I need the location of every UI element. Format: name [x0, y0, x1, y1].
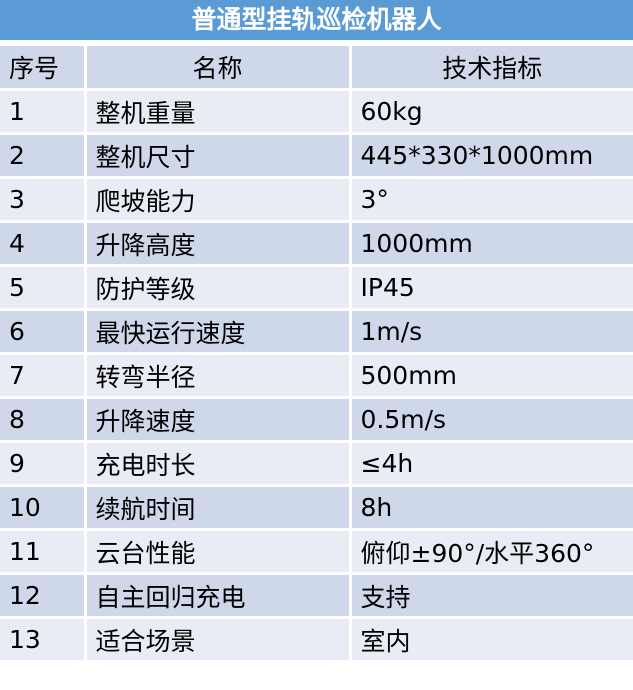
- row-name: 爬坡能力: [83, 176, 352, 223]
- row-index: 5: [0, 264, 87, 311]
- row-name: 升降速度: [83, 396, 352, 443]
- table-row: 3 爬坡能力 3°: [0, 176, 633, 223]
- table-row: 9 充电时长 ≤4h: [0, 440, 633, 487]
- table-row: 2 整机尺寸 445*330*1000mm: [0, 132, 633, 179]
- row-index: 11: [0, 528, 87, 575]
- spec-table: 序号 名称 技术指标 1 整机重量 60kg 2 整机尺寸 445*330*1000mm 3…: [0, 43, 633, 663]
- header-index: 序号: [0, 43, 87, 91]
- table-row: 7 转弯半径 500mm: [0, 352, 633, 399]
- table-row: 6 最快运行速度 1m/s: [0, 308, 633, 355]
- row-index: 12: [0, 572, 87, 619]
- header-name: 名称: [83, 43, 352, 91]
- row-index: 4: [0, 220, 87, 267]
- row-name: 整机重量: [83, 88, 352, 135]
- row-name: 升降高度: [83, 220, 352, 267]
- row-index: 7: [0, 352, 87, 399]
- row-value: 60kg: [348, 88, 633, 135]
- row-name: 防护等级: [83, 264, 352, 311]
- row-value: IP45: [348, 264, 633, 311]
- row-value: 室内: [348, 616, 633, 663]
- table-row: 10 续航时间 8h: [0, 484, 633, 531]
- row-index: 2: [0, 132, 87, 179]
- row-name: 云台性能: [83, 528, 352, 575]
- row-value: 8h: [348, 484, 633, 531]
- table-row: 11 云台性能 俯仰±90°/水平360°: [0, 528, 633, 575]
- table-row: 5 防护等级 IP45: [0, 264, 633, 311]
- row-index: 13: [0, 616, 87, 663]
- row-name: 转弯半径: [83, 352, 352, 399]
- row-value: 1000mm: [348, 220, 633, 267]
- table-row: 4 升降高度 1000mm: [0, 220, 633, 267]
- table-row: 1 整机重量 60kg: [0, 88, 633, 135]
- table-row: 12 自主回归充电 支持: [0, 572, 633, 619]
- row-index: 1: [0, 88, 87, 135]
- row-value: 1m/s: [348, 308, 633, 355]
- row-index: 6: [0, 308, 87, 355]
- row-name: 整机尺寸: [83, 132, 352, 179]
- header-row: 序号 名称 技术指标: [0, 43, 633, 91]
- row-value: ≤4h: [348, 440, 633, 487]
- table-row: 8 升降速度 0.5m/s: [0, 396, 633, 443]
- table-title: 普通型挂轨巡检机器人: [0, 0, 633, 43]
- row-value: 0.5m/s: [348, 396, 633, 443]
- header-spec: 技术指标: [348, 43, 633, 91]
- row-value: 445*330*1000mm: [348, 132, 633, 179]
- table-row: 13 适合场景 室内: [0, 616, 633, 663]
- row-index: 3: [0, 176, 87, 223]
- row-value: 500mm: [348, 352, 633, 399]
- row-index: 9: [0, 440, 87, 487]
- row-name: 自主回归充电: [83, 572, 352, 619]
- row-index: 8: [0, 396, 87, 443]
- row-name: 续航时间: [83, 484, 352, 531]
- row-name: 充电时长: [83, 440, 352, 487]
- row-name: 适合场景: [83, 616, 352, 663]
- row-index: 10: [0, 484, 87, 531]
- row-name: 最快运行速度: [83, 308, 352, 355]
- row-value: 俯仰±90°/水平360°: [348, 528, 633, 575]
- row-value: 3°: [348, 176, 633, 223]
- row-value: 支持: [348, 572, 633, 619]
